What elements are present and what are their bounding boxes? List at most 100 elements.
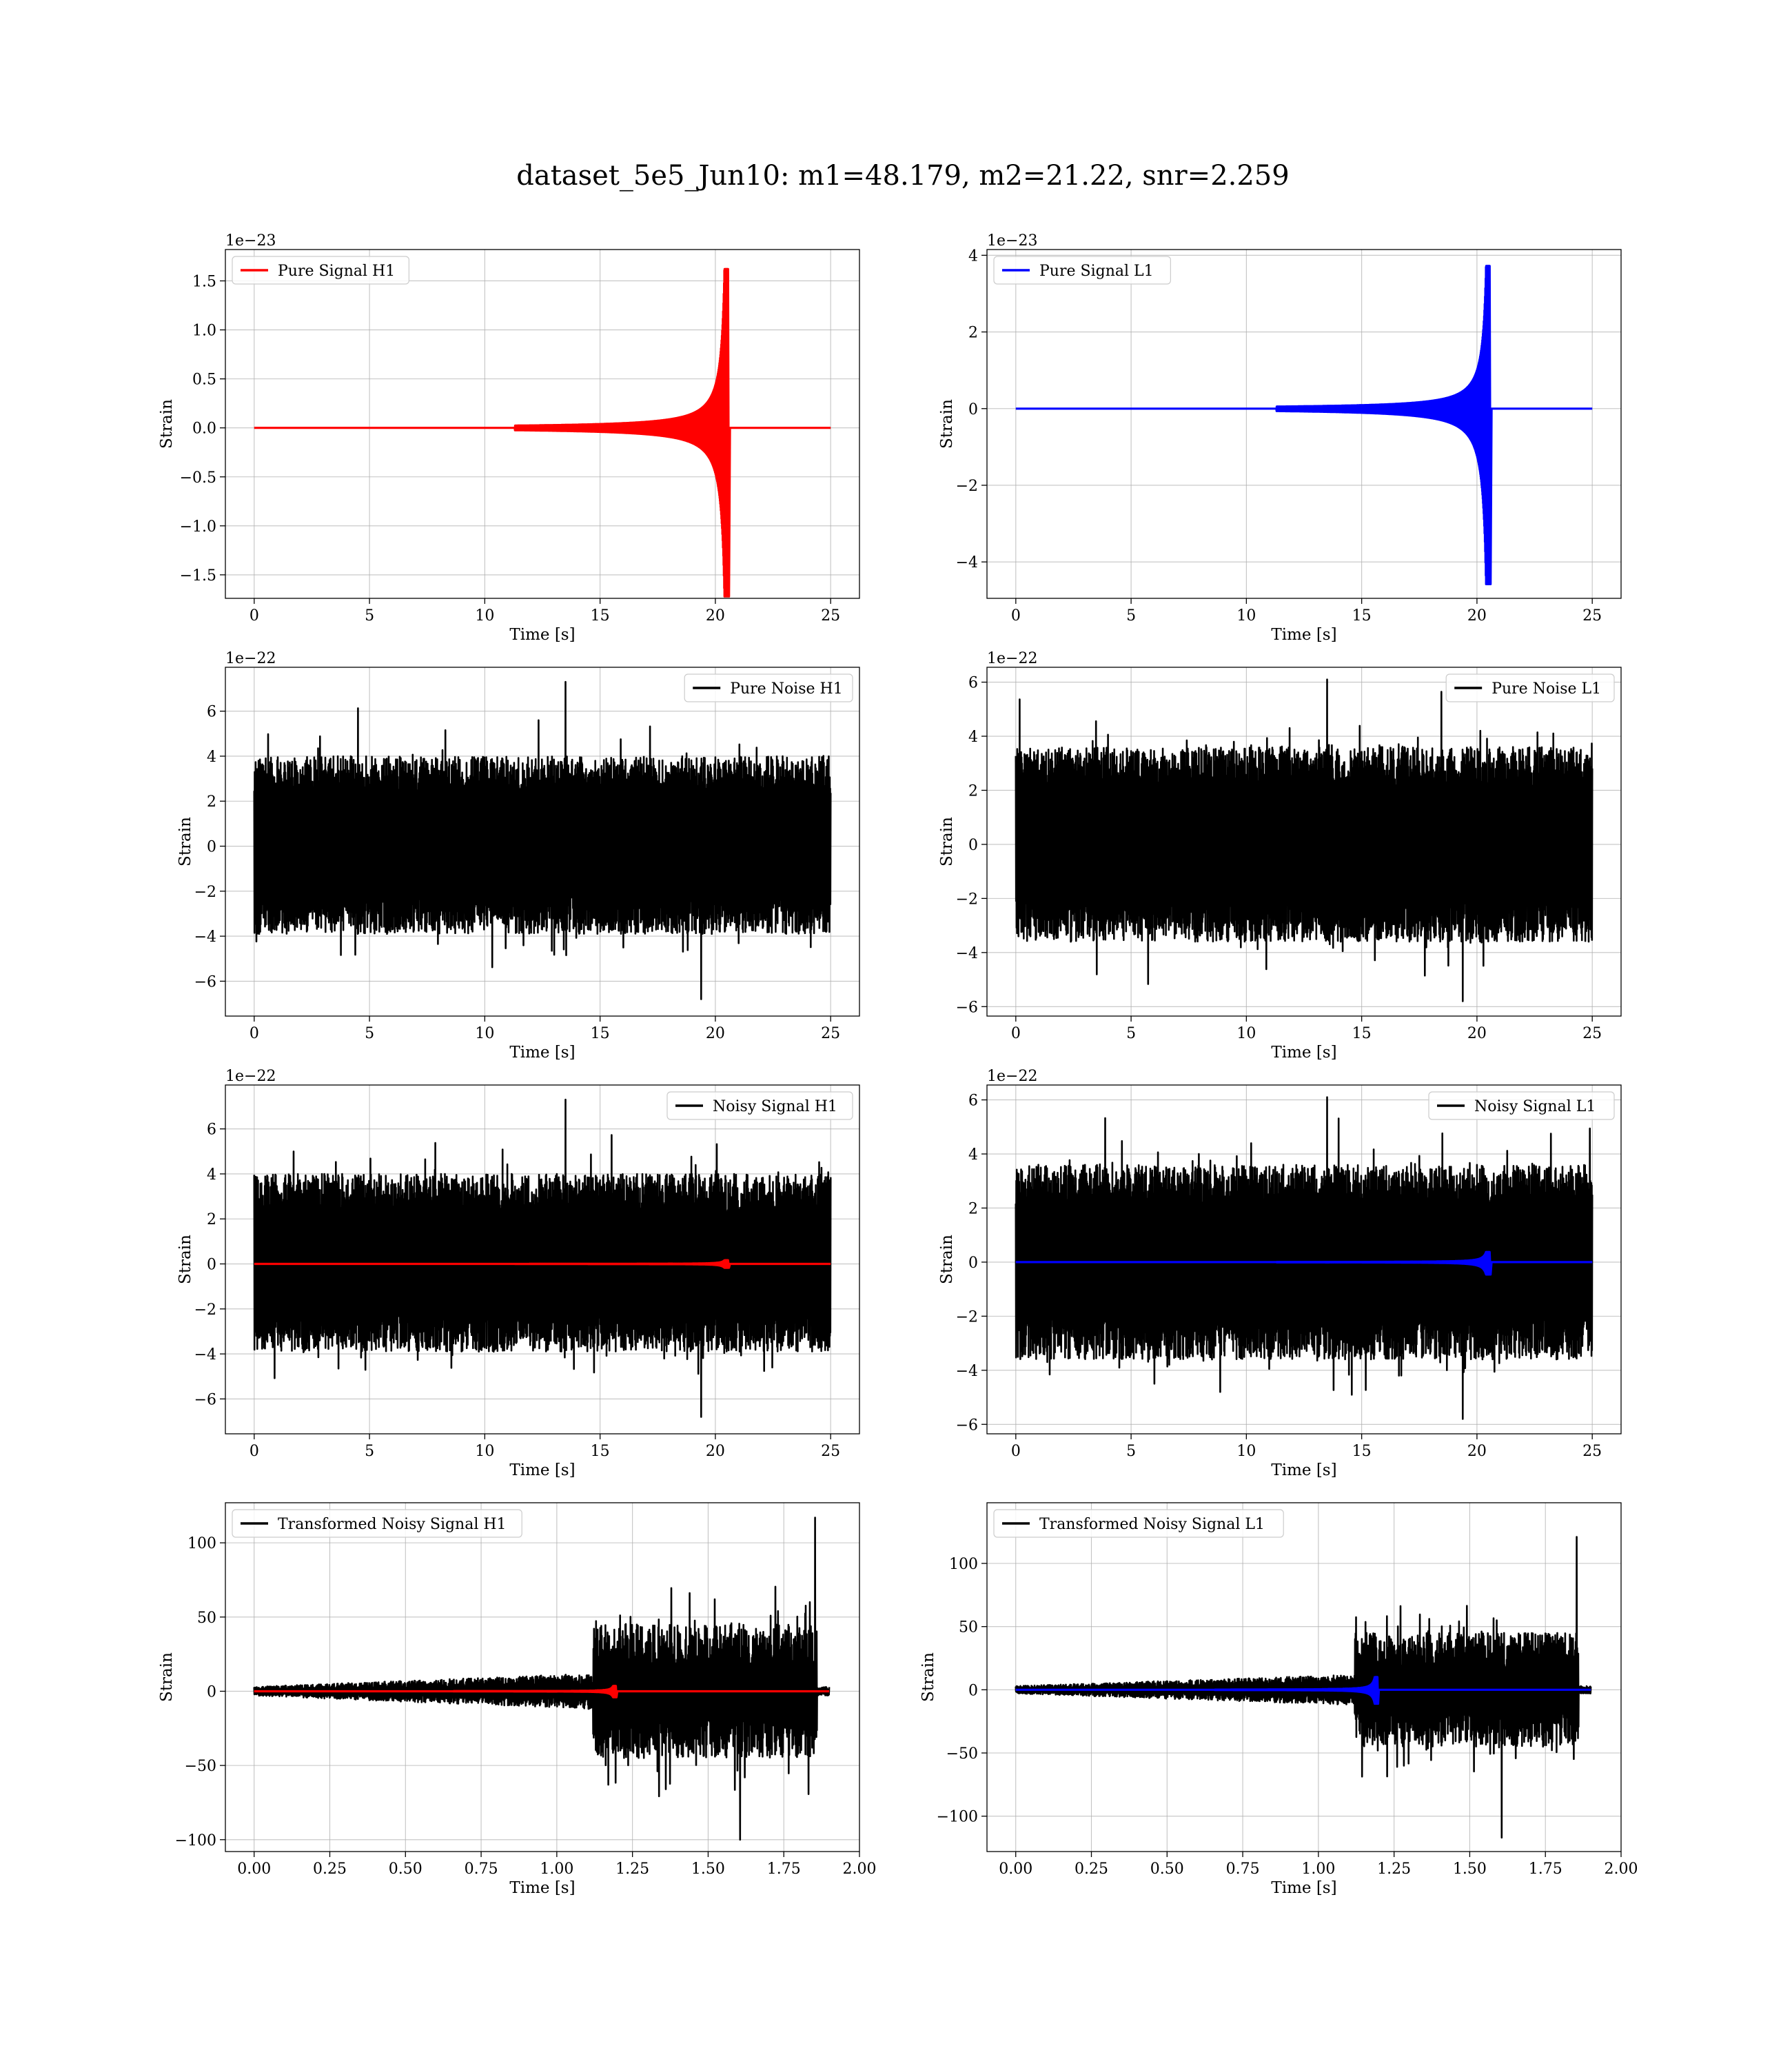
y-axis-offset-text: 1e−22 — [987, 650, 1037, 667]
y-tick-label: −4 — [956, 554, 978, 571]
legend-box — [232, 256, 409, 285]
x-axis-label: Time [s] — [1271, 1461, 1336, 1479]
y-tick-label: 6 — [968, 675, 978, 692]
y-tick-label: 100 — [949, 1556, 978, 1573]
legend-label: Pure Signal L1 — [1039, 263, 1154, 280]
y-axis-label: Strain — [158, 1652, 176, 1702]
axes-frame — [986, 667, 1622, 1017]
series-line-overlay-1 — [254, 1259, 831, 1269]
y-tick-label: −6 — [956, 1417, 978, 1434]
y-axis: −6 −4 −2 0 2 4 6 — [194, 704, 225, 991]
y-tick-label: −1.5 — [180, 567, 216, 585]
y-tick-label: 0.5 — [192, 372, 216, 389]
series-line-pure-signal-h1 — [254, 267, 831, 598]
series-line-overlay-1 — [254, 1685, 830, 1699]
x-tick-label: 1.75 — [1529, 1861, 1562, 1878]
x-tick-label: 15 — [591, 607, 610, 625]
x-axis: 0 5 10 15 20 25 — [1011, 1016, 1602, 1042]
legend: Pure Noise L1 — [1445, 673, 1615, 702]
y-tick-label: −4 — [956, 1363, 978, 1380]
y-axis-offset-text: 1e−22 — [225, 650, 276, 667]
series-line-pure-noise-l1 — [1015, 678, 1594, 1002]
x-tick-label: 15 — [591, 1443, 610, 1460]
y-tick-label: 100 — [187, 1535, 216, 1552]
series-line-overlay-1 — [1015, 1250, 1593, 1276]
x-tick-label: 0.25 — [1075, 1861, 1108, 1878]
y-tick-label: 1.5 — [192, 273, 216, 290]
series-line-pure-noise-h1 — [253, 680, 832, 1000]
legend-label: Pure Noise L1 — [1491, 680, 1601, 698]
series-line-noisy-signal-h1 — [253, 1098, 832, 1418]
subplot-noisy-signal-l1: 0 5 10 15 20 25 −6 −4 −2 0 2 4 6 Time [s] Strain 1e−22 N… — [938, 1068, 1622, 1479]
x-tick-label: 0 — [1011, 607, 1021, 625]
x-axis-label: Time [s] — [509, 1879, 575, 1897]
y-tick-label: 0 — [207, 1683, 216, 1701]
x-tick-label: 0.50 — [389, 1861, 422, 1878]
y-axis: −100 −50 0 50 100 — [937, 1556, 987, 1826]
y-axis-offset-text: 1e−22 — [987, 1068, 1037, 1085]
y-tick-label: 0 — [207, 1257, 216, 1274]
plot-area — [253, 1517, 831, 1841]
y-tick-label: 0 — [207, 839, 216, 856]
plot-area — [1015, 265, 1593, 585]
plot-area — [254, 267, 831, 598]
x-axis-label: Time [s] — [1271, 626, 1336, 644]
x-axis-label: Time [s] — [509, 1044, 575, 1062]
y-tick-label: −50 — [185, 1758, 216, 1775]
x-tick-label: 0.00 — [999, 1861, 1032, 1878]
x-tick-label: 10 — [475, 1025, 494, 1042]
legend-label: Pure Signal H1 — [278, 263, 395, 280]
y-axis: −4 −2 0 2 4 — [956, 247, 987, 571]
y-tick-label: −100 — [175, 1832, 216, 1849]
y-tick-label: −4 — [194, 929, 216, 946]
legend: Pure Signal L1 — [993, 256, 1171, 285]
legend-label: Transformed Noisy Signal H1 — [278, 1516, 507, 1533]
legend-box — [232, 1509, 522, 1538]
y-axis-label: Strain — [176, 1235, 194, 1284]
x-tick-label: 5 — [365, 1443, 374, 1460]
y-axis-label: Strain — [919, 1652, 937, 1702]
x-tick-label: 1.75 — [767, 1861, 801, 1878]
subplot-transformed-noisy-signal-l1: 0.00 0.25 0.50 0.75 1.00 1.25 1.50 1.75 2.00 −100… — [919, 1502, 1638, 1897]
axes-frame — [225, 1084, 860, 1435]
y-tick-label: 0 — [968, 1255, 978, 1272]
x-tick-label: 10 — [1236, 1443, 1256, 1460]
x-tick-label: 25 — [821, 607, 840, 625]
y-axis: −100 −50 0 50 100 — [175, 1535, 225, 1849]
y-tick-label: 6 — [207, 1122, 216, 1139]
legend-box — [993, 1509, 1284, 1538]
subplot-pure-signal-h1: 0 5 10 15 20 25 −1.5 −1.0 −0.5 0.0 0.5 1.0 1.5 Time [… — [158, 232, 860, 644]
axes-frame — [225, 249, 860, 599]
plot-area — [1015, 1536, 1592, 1839]
legend: Pure Signal H1 — [232, 256, 409, 285]
subplot-pure-noise-h1: 0 5 10 15 20 25 −6 −4 −2 0 2 4 6 Time [s] Strain 1e−22 P… — [176, 650, 860, 1062]
series-line-transformed-noisy-signal-l1 — [1015, 1536, 1592, 1839]
legend: Transformed Noisy Signal H1 — [232, 1509, 522, 1538]
subplot-noisy-signal-h1: 0 5 10 15 20 25 −6 −4 −2 0 2 4 6 Time [s] Strain 1e−22 N… — [176, 1068, 860, 1479]
x-tick-label: 20 — [706, 1443, 725, 1460]
axes-frame — [986, 249, 1622, 599]
y-tick-label: −6 — [194, 973, 216, 991]
y-tick-label: −2 — [956, 1308, 978, 1326]
x-tick-label: 0 — [250, 1443, 259, 1460]
legend: Noisy Signal H1 — [666, 1091, 853, 1120]
y-axis: −6 −4 −2 0 2 4 6 — [956, 1093, 987, 1434]
y-tick-label: 2 — [207, 1211, 216, 1228]
x-tick-label: 25 — [821, 1443, 840, 1460]
x-tick-label: 0 — [1011, 1025, 1021, 1042]
y-tick-label: 6 — [207, 704, 216, 721]
y-tick-label: −6 — [194, 1391, 216, 1408]
y-tick-label: 50 — [959, 1619, 978, 1636]
axes-frame — [986, 1084, 1622, 1435]
x-tick-label: 10 — [475, 1443, 494, 1460]
y-tick-label: −4 — [956, 945, 978, 962]
x-tick-label: 0.75 — [465, 1861, 498, 1878]
y-tick-label: 0 — [968, 401, 978, 418]
y-tick-label: 2 — [968, 325, 978, 342]
y-tick-label: −2 — [956, 478, 978, 495]
y-tick-label: −50 — [946, 1745, 978, 1763]
x-axis-label: Time [s] — [1271, 1879, 1336, 1897]
x-tick-label: 25 — [1582, 1025, 1602, 1042]
